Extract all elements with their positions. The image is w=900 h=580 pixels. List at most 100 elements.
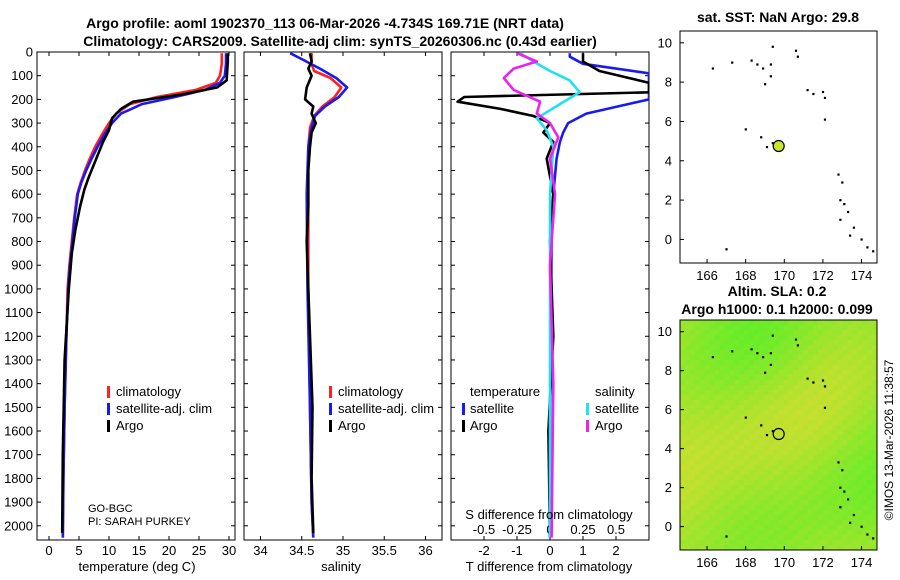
sla-cell bbox=[699, 410, 706, 416]
x-tick-label: 30 bbox=[222, 543, 236, 558]
legend-swatch-satellite bbox=[107, 403, 110, 415]
sla-cell bbox=[729, 385, 735, 391]
sla-cell bbox=[684, 485, 691, 491]
map-x-tick-label: 170 bbox=[773, 268, 795, 283]
sla-cell bbox=[808, 390, 814, 396]
sla-cell bbox=[793, 545, 799, 551]
sla-cell bbox=[694, 530, 701, 536]
sla-cell bbox=[763, 395, 770, 401]
sla-cell bbox=[714, 475, 720, 481]
sla-cell bbox=[763, 350, 770, 356]
sla-cell bbox=[773, 540, 779, 546]
sla-cell bbox=[704, 530, 710, 536]
sla-cell bbox=[783, 445, 789, 451]
sla-cell bbox=[699, 460, 706, 466]
sla-cell bbox=[763, 475, 770, 481]
sla-cell bbox=[699, 535, 706, 541]
sla-cell bbox=[768, 445, 774, 451]
sla-cell bbox=[852, 500, 858, 506]
sla-cell bbox=[788, 430, 794, 436]
sla-cell bbox=[744, 505, 750, 511]
sla-cell bbox=[684, 420, 691, 426]
sla-cell bbox=[753, 365, 760, 371]
sla-cell bbox=[872, 330, 878, 336]
sla-cell bbox=[852, 380, 858, 386]
sla-cell bbox=[739, 470, 745, 476]
sla-cell bbox=[758, 510, 765, 516]
sla-cell bbox=[734, 350, 740, 356]
sla-cell bbox=[827, 370, 834, 376]
sla-cell bbox=[847, 535, 853, 541]
sla-cell bbox=[699, 505, 706, 511]
sla-cell bbox=[744, 495, 750, 501]
series-line-salinity-satellite bbox=[519, 52, 582, 538]
island-dot bbox=[750, 348, 753, 351]
sla-cell bbox=[822, 375, 829, 381]
sla-cell bbox=[709, 320, 715, 326]
sla-cell bbox=[857, 320, 863, 326]
sla-cell bbox=[680, 415, 686, 421]
sla-cell bbox=[680, 400, 686, 406]
sla-cell bbox=[734, 515, 740, 521]
sla-cell bbox=[758, 370, 765, 376]
sla-cell bbox=[872, 490, 878, 496]
sla-cell bbox=[798, 435, 804, 441]
sla-cell bbox=[778, 375, 784, 381]
sla-cell bbox=[763, 525, 770, 531]
sla-cell bbox=[768, 495, 774, 501]
sla-cell bbox=[744, 475, 750, 481]
sla-cell bbox=[827, 445, 834, 451]
map-x-tick-label: 166 bbox=[696, 555, 718, 570]
sla-cell bbox=[729, 485, 735, 491]
sla-cell bbox=[788, 535, 794, 541]
sla-cell bbox=[724, 385, 730, 391]
sla-cell bbox=[783, 455, 789, 461]
sla-cell bbox=[872, 470, 878, 476]
sla-cell bbox=[689, 410, 696, 416]
sla-cell bbox=[832, 540, 838, 546]
sla-cell bbox=[748, 385, 755, 391]
sla-cell bbox=[773, 330, 779, 336]
map-y-tick-label: 8 bbox=[665, 75, 672, 90]
sla-cell bbox=[719, 495, 725, 501]
sla-cell bbox=[862, 325, 868, 331]
sla-cell bbox=[798, 505, 804, 511]
sla-cell bbox=[724, 535, 730, 541]
sla-cell bbox=[739, 345, 745, 351]
sla-cell bbox=[872, 455, 878, 461]
map-y-tick-label: 2 bbox=[665, 193, 672, 208]
sla-cell bbox=[714, 515, 720, 521]
sla-cell bbox=[734, 320, 740, 326]
sla-cell bbox=[744, 485, 750, 491]
y-tick-label: 1200 bbox=[4, 329, 33, 344]
sla-cell bbox=[699, 495, 706, 501]
legend-swatch-climatology bbox=[329, 386, 332, 398]
sla-cell bbox=[867, 440, 873, 446]
sla-cell bbox=[768, 460, 774, 466]
sla-cell bbox=[748, 450, 755, 456]
sla-cell bbox=[832, 370, 838, 376]
sla-cell bbox=[689, 415, 696, 421]
sla-cell bbox=[808, 375, 814, 381]
sla-cell bbox=[748, 340, 755, 346]
sla-cell bbox=[729, 330, 735, 336]
sla-cell bbox=[689, 370, 696, 376]
sla-cell bbox=[852, 450, 858, 456]
sla-cell bbox=[817, 395, 824, 401]
sla-cell bbox=[808, 400, 814, 406]
sla-cell bbox=[812, 325, 819, 331]
sla-cell bbox=[837, 355, 843, 361]
island-dot bbox=[769, 352, 772, 355]
sla-cell bbox=[768, 425, 774, 431]
sla-cell bbox=[827, 355, 834, 361]
x-tick-label: 0 bbox=[45, 543, 52, 558]
sla-cell bbox=[842, 385, 848, 391]
sla-cell bbox=[852, 545, 858, 551]
sla-cell bbox=[852, 420, 858, 426]
sla-cell bbox=[788, 530, 794, 536]
sla-cell bbox=[753, 400, 760, 406]
sla-cell bbox=[798, 510, 804, 516]
sla-cell bbox=[758, 345, 765, 351]
sla-cell bbox=[872, 405, 878, 411]
sla-cell bbox=[739, 390, 745, 396]
